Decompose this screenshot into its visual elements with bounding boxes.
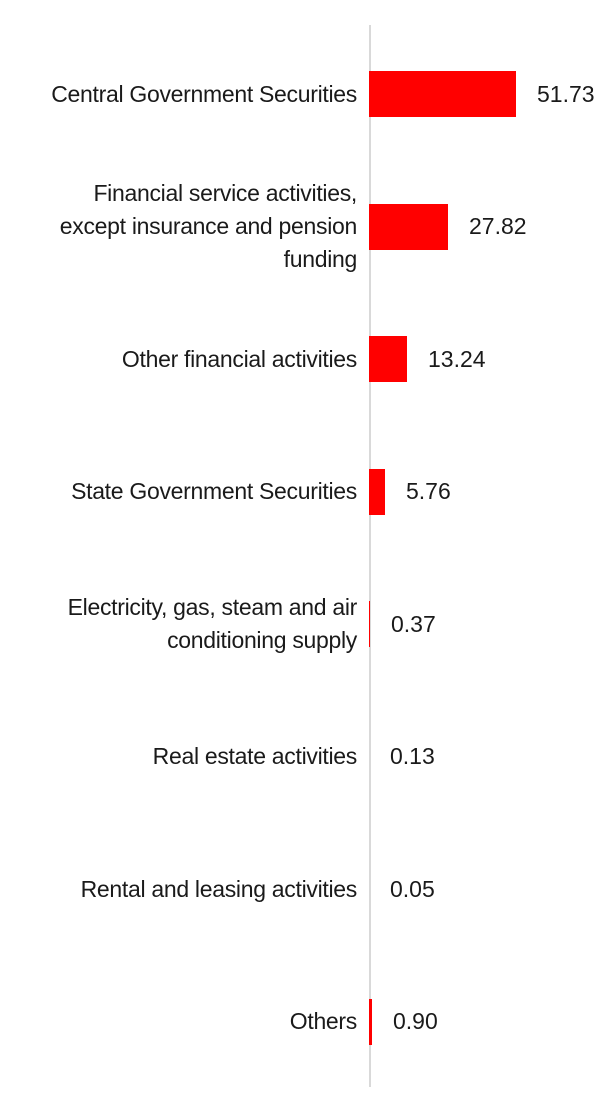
value-label: 0.13 xyxy=(390,743,435,770)
chart-row: Rental and leasing activities 0.05 xyxy=(0,823,608,956)
chart-row: Real estate activities 0.13 xyxy=(0,691,608,824)
category-label: Others xyxy=(289,1008,358,1035)
value-label: 13.24 xyxy=(428,345,486,372)
category-label: State Government Securities xyxy=(71,478,357,505)
category-label: Rental and leasing activities xyxy=(80,875,358,902)
value-label: 0.90 xyxy=(393,1008,438,1035)
value-label: 5.76 xyxy=(406,478,451,505)
value-label: 0.37 xyxy=(391,610,436,637)
bar xyxy=(369,336,407,383)
bar xyxy=(369,601,370,648)
baseline-axis xyxy=(369,25,371,1087)
bar xyxy=(369,998,372,1045)
chart-row: Financial service activities, except ins… xyxy=(0,161,608,294)
chart-row: Central Government Securities 51.73 xyxy=(0,28,608,161)
chart-rows: Central Government Securities 51.73 Fina… xyxy=(0,28,608,1088)
category-label: Other financial activities xyxy=(121,345,357,372)
value-label: 51.73 xyxy=(537,80,595,107)
value-label: 0.05 xyxy=(390,875,435,902)
bar xyxy=(369,71,516,118)
category-label: Real estate activities xyxy=(152,743,358,770)
chart-row: Other financial activities 13.24 xyxy=(0,293,608,426)
chart-row: Electricity, gas, steam and air conditio… xyxy=(0,558,608,691)
value-label: 27.82 xyxy=(469,213,527,240)
bar xyxy=(369,468,385,515)
category-label: Electricity, gas, steam and air conditio… xyxy=(67,594,358,654)
category-label: Central Government Securities xyxy=(51,80,357,107)
category-label: Financial service activities, except ins… xyxy=(59,180,358,273)
chart-row: Others 0.90 xyxy=(0,956,608,1089)
bar xyxy=(369,203,448,250)
chart-row: State Government Securities 5.76 xyxy=(0,426,608,559)
